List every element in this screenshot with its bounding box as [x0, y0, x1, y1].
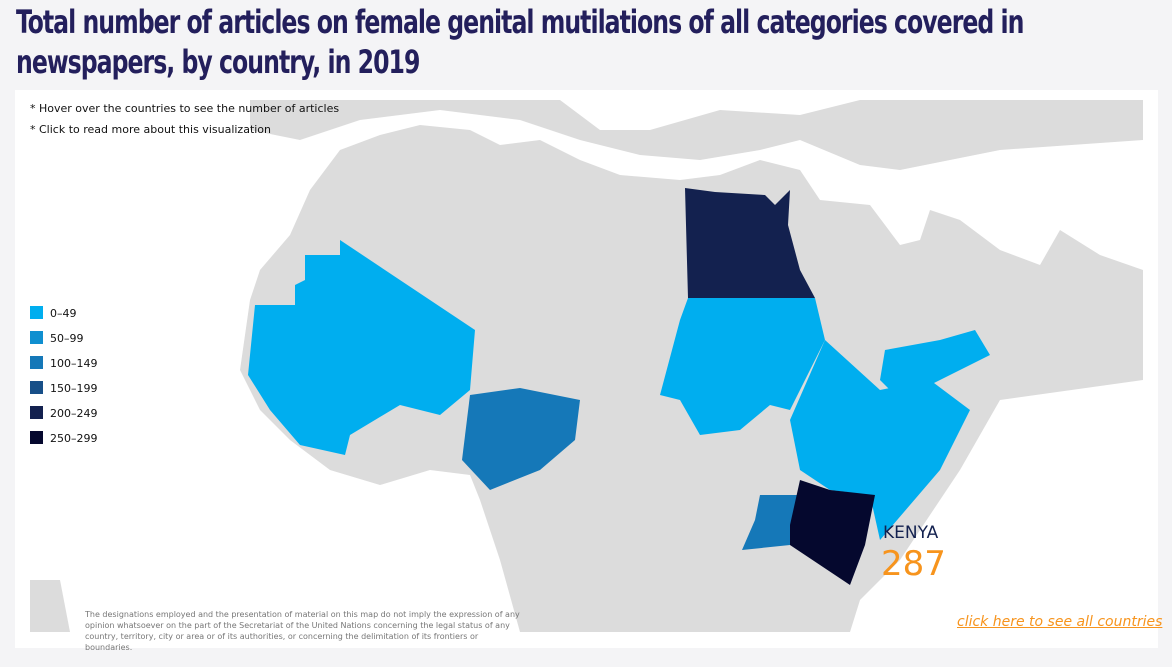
legend-swatch — [30, 356, 43, 369]
all-countries-link[interactable]: click here to see all countries — [957, 614, 1163, 630]
legend-swatch — [30, 431, 43, 444]
legend-label: 0–49 — [50, 307, 77, 320]
note[interactable]: * Click to read more about this visualiz… — [30, 123, 271, 136]
legend-label: 250–299 — [50, 432, 98, 445]
highlight-value: 287 — [881, 544, 946, 584]
legend-swatch — [30, 381, 43, 394]
land — [30, 580, 70, 632]
legend-label: 100–149 — [50, 357, 98, 370]
europe — [250, 100, 1143, 170]
country[interactable] — [462, 388, 580, 490]
legend: 0–49 50–99 100–149 150–199 200–249 250–299 — [30, 306, 98, 445]
legend-swatch — [30, 331, 43, 344]
country[interactable] — [660, 298, 825, 435]
country[interactable] — [880, 330, 990, 400]
sea — [30, 100, 1143, 632]
country[interactable] — [790, 340, 970, 540]
highlight-country: KENYA — [883, 523, 939, 543]
country[interactable] — [685, 188, 815, 298]
country[interactable] — [742, 495, 800, 550]
note: * Hover over the countries to see the nu… — [30, 102, 339, 115]
legend-swatch — [30, 406, 43, 419]
indian-ocean — [850, 380, 1143, 632]
legend-label: 50–99 — [50, 332, 84, 345]
legend-label: 150–199 — [50, 382, 98, 395]
country[interactable] — [248, 240, 475, 455]
title: Total number of articles on female genit… — [16, 3, 1024, 81]
legend-swatch — [30, 306, 43, 319]
country[interactable] — [790, 480, 875, 585]
legend-label: 200–249 — [50, 407, 98, 420]
disclaimer: The designations employed and the presen… — [85, 610, 520, 652]
